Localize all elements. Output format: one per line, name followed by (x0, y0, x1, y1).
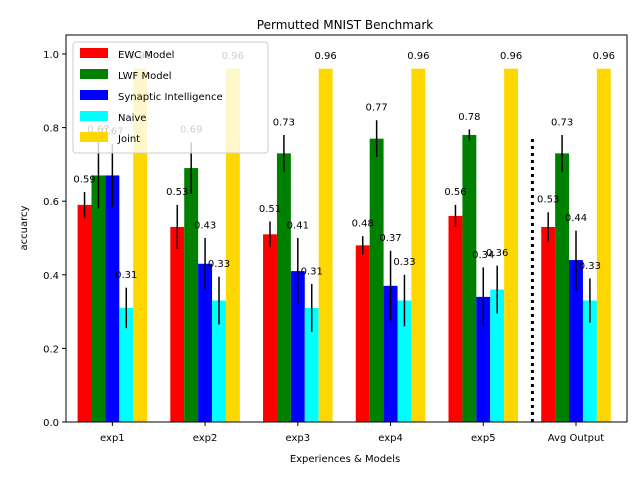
bar-lwf-model-exp5 (462, 134, 477, 422)
y-axis-label: accuarcy (19, 205, 30, 250)
data-label: 0.43 (194, 220, 216, 231)
bar-synaptic-intelligence-exp1 (105, 175, 120, 422)
data-label: 0.48 (352, 218, 374, 229)
bar-naive-exp5 (490, 289, 505, 422)
bar-synaptic-intelligence-avg-output (569, 260, 583, 422)
bar-lwf-model-exp1 (91, 175, 106, 422)
data-label: 0.41 (287, 220, 309, 231)
legend-label-naive: Naive (118, 113, 146, 124)
bar-ewc-model-avg-output (541, 226, 556, 422)
bar-synaptic-intelligence-exp3 (290, 271, 305, 422)
legend-swatch-lwf-model (80, 69, 108, 79)
bar-lwf-model-exp3 (276, 153, 291, 423)
legend: EWC Model LWF Model Synaptic Intelligence N… (72, 41, 269, 154)
legend-label-ewc-model: EWC Model (118, 50, 174, 61)
legend-swatch-ewc-model (80, 48, 108, 58)
data-label: 0.56 (444, 187, 466, 198)
bar-joint-exp1 (133, 68, 148, 422)
x-tick-label: exp1 (100, 433, 125, 444)
bar-naive-exp1 (119, 307, 134, 422)
bar-ewc-model-exp5 (448, 215, 463, 422)
x-tick-label: exp3 (286, 433, 311, 444)
bar-joint-exp2 (225, 68, 240, 422)
legend-label-joint: Joint (117, 134, 140, 145)
data-label: 0.53 (166, 187, 188, 198)
bar-joint-avg-output (596, 68, 611, 422)
plot-area: 0.590.530.510.480.560.530.670.690.730.77… (73, 51, 615, 423)
y-tick-label: 0.0 (43, 418, 59, 429)
data-label: 0.59 (73, 174, 95, 185)
data-label: 0.73 (273, 117, 295, 128)
bar-joint-exp5 (504, 68, 519, 422)
data-label: 0.73 (551, 117, 573, 128)
bar-synaptic-intelligence-exp2 (198, 263, 213, 422)
bar-naive-exp3 (304, 307, 319, 422)
legend-swatch-naive (80, 111, 108, 121)
x-tick-label: exp4 (378, 433, 403, 444)
data-label: 0.31 (115, 270, 137, 281)
plot-frame (65, 34, 628, 423)
x-tick-label: exp2 (193, 433, 218, 444)
legend-box (72, 41, 269, 154)
data-label: 0.34 (472, 250, 494, 261)
x-axis-label: Experiences & Models (290, 454, 400, 465)
bar-naive-avg-output (582, 300, 597, 422)
data-label: 0.96 (407, 51, 429, 62)
bar-naive-exp4 (397, 300, 412, 422)
data-label: 0.44 (565, 213, 587, 224)
bar-synaptic-intelligence-exp4 (383, 285, 398, 422)
data-label: 0.33 (208, 259, 230, 270)
bar-lwf-model-exp4 (369, 138, 384, 422)
data-label: 0.96 (500, 51, 522, 62)
x-tick-label: Avg Output (548, 433, 605, 444)
x-tick-label: exp5 (471, 433, 496, 444)
y-tick-label: 0.4 (43, 271, 59, 282)
bar-ewc-model-exp1 (77, 204, 92, 422)
data-label: 0.37 (379, 233, 401, 244)
data-label: 0.53 (537, 195, 559, 206)
x-axis: exp1 exp2 exp3 exp4 exp5 Avg Output (100, 422, 604, 444)
chart-title: Permutted MNIST Benchmark (257, 18, 433, 32)
data-label: 0.33 (579, 261, 601, 272)
legend-label-lwf-model: LWF Model (118, 71, 172, 82)
data-label: 0.51 (259, 204, 281, 215)
data-label: 0.33 (393, 257, 415, 268)
y-tick-label: 0.8 (43, 124, 59, 135)
bar-ewc-model-exp4 (355, 245, 370, 422)
bar-lwf-model-exp2 (184, 168, 199, 422)
legend-swatch-joint (80, 132, 108, 142)
y-tick-label: 1.0 (43, 50, 59, 61)
y-tick-label: 0.6 (43, 197, 59, 208)
legend-swatch-synaptic-intelligence (80, 90, 108, 100)
data-label: 0.36 (486, 248, 508, 259)
bar-synaptic-intelligence-exp5 (476, 296, 491, 422)
data-label: 0.77 (366, 103, 388, 114)
y-tick-label: 0.2 (43, 344, 59, 355)
bar-joint-exp3 (318, 68, 333, 422)
legend-label-synaptic-intelligence: Synaptic Intelligence (118, 92, 223, 103)
y-axis: 0.0 0.2 0.4 0.6 0.8 1.0 (43, 50, 66, 429)
data-label: 0.96 (593, 51, 615, 62)
bar-lwf-model-avg-output (555, 153, 570, 423)
bar-ewc-model-exp3 (263, 234, 277, 422)
data-label: 0.96 (315, 51, 337, 62)
bar-joint-exp4 (411, 68, 426, 422)
bar-naive-exp2 (212, 300, 226, 422)
data-label: 0.78 (458, 112, 480, 123)
bar-ewc-model-exp2 (170, 226, 185, 422)
data-label: 0.31 (301, 266, 323, 277)
